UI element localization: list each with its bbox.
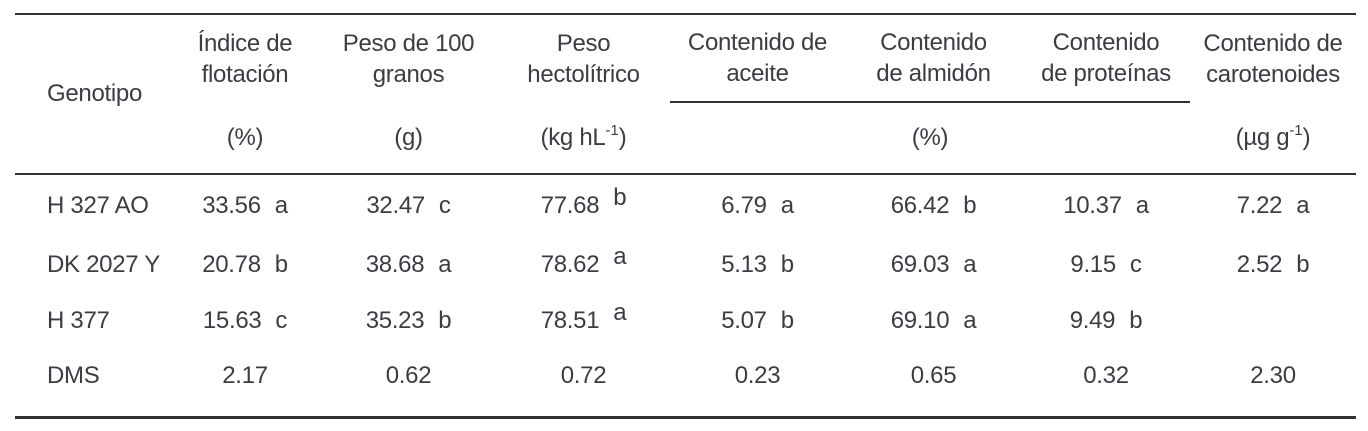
cell-proteinas: 9.15 c — [1070, 251, 1142, 278]
cell-granos: 32.47 c — [366, 192, 451, 219]
table-row: H 377 15.63 c 35.23 b 78.51 a 5.07 b 69.10 a … — [15, 293, 1356, 349]
superscript-minus-one: -1 — [1289, 122, 1303, 139]
cell-proteinas: 9.49 b — [1069, 307, 1143, 334]
cell-aceite: 0.23 — [734, 361, 781, 389]
row-label-genotype: DMS — [47, 361, 100, 389]
table-row: H 327 AO 33.56 a 32.47 c 77.68 b 6.79 a 66.4… — [15, 174, 1356, 237]
header-genotipo: Genotipo — [15, 14, 170, 175]
cell-granos: 0.62 — [385, 361, 432, 389]
header-almidon: Contenido de almidón — [845, 14, 1022, 102]
cell-flotacion: 33.56 a — [202, 192, 288, 219]
table-row: DK 2027 Y 20.78 b 38.68 a 78.62 a 5.13 b 69.… — [15, 237, 1356, 293]
cell-carotenoides: 2.52 b — [1236, 251, 1310, 278]
row-label-genotype: H 377 — [47, 307, 110, 334]
header-proteinas-line1: Contenido — [1052, 29, 1160, 56]
unit-carotenoides: (µg g-1) — [1190, 102, 1356, 175]
table-row: DMS 2.17 0.62 0.72 0.23 0.65 0.32 2.30 — [15, 349, 1356, 417]
unit-hectolitrico: (kg hL-1) — [497, 102, 670, 175]
table-header: Genotipo Índice de flotación Peso de 100… — [15, 14, 1356, 175]
row-label-genotype: H 327 AO — [47, 192, 149, 219]
header-almidon-line2: de almidón — [876, 60, 991, 87]
cell-hectolitrico: 78.51 a — [540, 299, 627, 334]
row-label-genotype: DK 2027 Y — [47, 251, 160, 278]
cell-flotacion: 2.17 — [222, 361, 268, 389]
header-flotacion: Índice de flotación — [170, 14, 320, 102]
header-carotenoides: Contenido de carotenoides — [1190, 14, 1356, 102]
cell-carotenoides — [1190, 293, 1356, 349]
header-proteinas: Contenido de proteínas — [1022, 14, 1190, 102]
header-carotenoides-line1: Contenido de — [1203, 29, 1343, 57]
cell-flotacion: 20.78 b — [202, 251, 288, 278]
cell-flotacion: 15.63 c — [202, 307, 288, 334]
cell-almidon: 69.03 a — [890, 251, 977, 278]
header-flotacion-line1: Índice de — [197, 29, 293, 57]
header-hectolitrico-line2: hectolítrico — [527, 60, 640, 88]
unit-group-percent: (%) — [670, 101, 1190, 175]
header-almidon-line1: Contenido — [880, 29, 987, 56]
unit-flotacion: (%) — [170, 102, 320, 175]
cell-almidon: 0.65 — [910, 361, 957, 389]
unit-granos: (g) — [320, 102, 497, 175]
header-aceite-line2: aceite — [726, 60, 789, 87]
cell-hectolitrico: 0.72 — [560, 361, 607, 389]
cell-granos: 38.68 a — [365, 251, 452, 278]
cell-hectolitrico: 78.62 a — [540, 243, 627, 278]
cell-aceite: 6.79 a — [721, 192, 794, 219]
header-hectolitrico-line1: Peso — [556, 29, 611, 57]
cell-aceite: 5.07 b — [721, 307, 794, 334]
cell-almidon: 66.42 b — [890, 192, 977, 219]
header-granos-line2: granos — [372, 60, 445, 88]
header-proteinas-line2: de proteínas — [1041, 60, 1171, 87]
header-aceite-line1: Contenido de — [687, 29, 828, 56]
cell-hectolitrico: 77.68 b — [540, 184, 627, 219]
genotype-quality-table: Genotipo Índice de flotación Peso de 100… — [15, 13, 1356, 419]
table-body: H 327 AO 33.56 a 32.47 c 77.68 b 6.79 a 66.4… — [15, 174, 1356, 417]
cell-proteinas: 0.32 — [1083, 361, 1129, 389]
cell-carotenoides: 7.22 a — [1236, 192, 1310, 219]
cell-aceite: 5.13 b — [721, 251, 794, 278]
header-aceite: Contenido de aceite — [670, 14, 845, 102]
header-flotacion-line2: flotación — [201, 60, 289, 88]
header-granos: Peso de 100 granos — [320, 14, 497, 102]
cell-carotenoides: 2.30 — [1250, 361, 1296, 389]
header-granos-line1: Peso de 100 — [342, 29, 475, 57]
header-hectolitrico: Peso hectolítrico — [497, 14, 670, 102]
header-genotipo-label: Genotipo — [47, 80, 143, 107]
cell-granos: 35.23 b — [365, 307, 452, 334]
cell-almidon: 69.10 a — [890, 307, 977, 334]
superscript-minus-one: -1 — [605, 122, 619, 139]
header-carotenoides-line2: carotenoides — [1206, 60, 1340, 88]
cell-proteinas: 10.37 a — [1063, 192, 1149, 219]
